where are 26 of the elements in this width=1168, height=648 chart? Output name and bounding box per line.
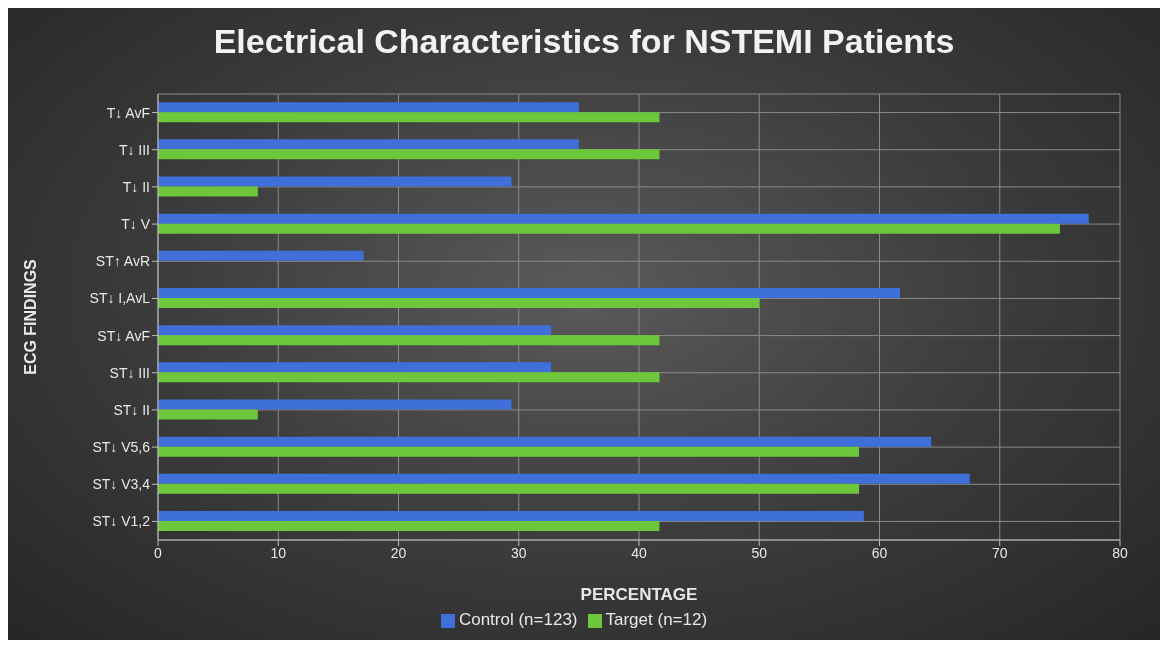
legend-label: Control (n=123) <box>458 610 578 629</box>
y-tick-label: ST↑ AvR <box>95 253 150 270</box>
x-tick-label: 10 <box>270 544 287 561</box>
y-tick-label: ST↓ V3,4 <box>92 476 151 493</box>
x-tick-label: 70 <box>991 544 1008 561</box>
x-axis-title: PERCENTAGE <box>580 585 698 604</box>
x-tick-label: 80 <box>1112 544 1128 561</box>
x-tick-label: 50 <box>751 544 768 561</box>
y-tick-label: ST↓ AvF <box>97 327 150 344</box>
y-tick-label: ST↓ I,AvL <box>89 290 151 307</box>
legend-label: Target (n=12) <box>605 610 708 629</box>
y-tick-label: ST↓ III <box>109 364 150 381</box>
y-tick-label: T↓ V <box>121 216 151 233</box>
y-tick-label: ST↓ V5,6 <box>92 439 151 456</box>
x-tick-label: 0 <box>154 544 163 561</box>
y-axis-title: ECG FINDINGS <box>21 258 39 375</box>
x-tick-label: 40 <box>631 544 647 561</box>
x-tick-label: 20 <box>390 544 407 561</box>
y-tick-label: T↓ II <box>122 178 150 195</box>
y-tick-label: T↓ III <box>118 141 150 158</box>
y-tick-label: ST↓ V1,2 <box>92 513 151 530</box>
x-tick-label: 60 <box>871 544 888 561</box>
chart-title: Electrical Characteristics for NSTEMI Patients <box>212 21 956 62</box>
x-tick-label: 30 <box>510 544 527 561</box>
y-tick-label: T↓ AvF <box>106 104 150 121</box>
y-tick-label: ST↓ II <box>113 401 150 418</box>
